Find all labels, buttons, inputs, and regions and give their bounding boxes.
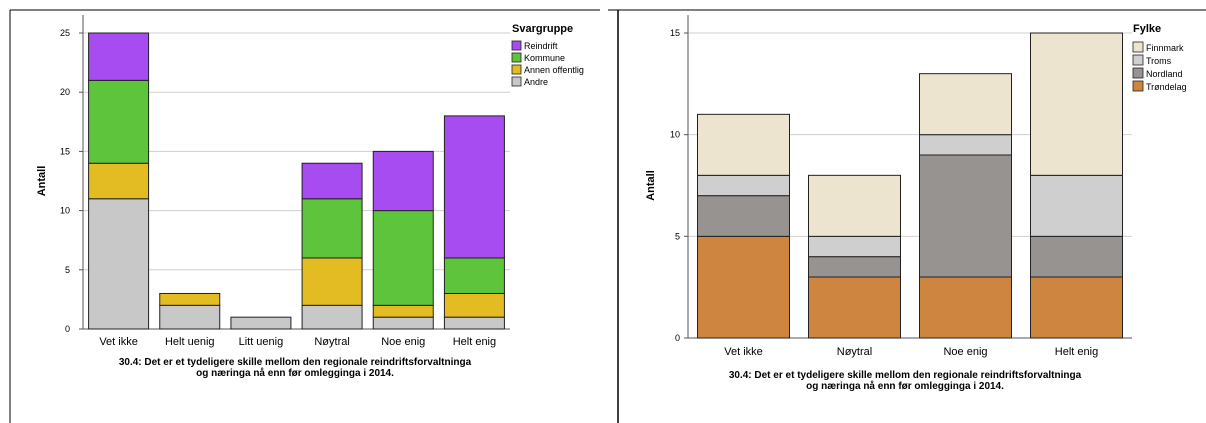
y-tick-label: 10: [60, 206, 70, 216]
bar-segment: [808, 174, 901, 237]
bar-segment: [230, 316, 292, 330]
legend-swatch: [511, 64, 522, 75]
bar-segment: [919, 154, 1012, 278]
bar-segment: [1030, 235, 1123, 278]
bar-segment: [697, 235, 790, 339]
bar-segment: [1030, 276, 1123, 339]
legend-swatch: [1132, 80, 1144, 92]
bar-segment: [372, 316, 434, 330]
y-tick-label: 15: [670, 28, 680, 38]
legend-label: Nordland: [1146, 69, 1183, 79]
bar-segment: [159, 292, 221, 306]
x-tick-label: Noe enig: [381, 336, 425, 348]
chart-1: 0 5 10 15 20 25 Antall Vet ikke Helt uenig Litt u…: [36, 15, 584, 379]
bar-segment: [808, 235, 901, 258]
x-tick-label: Vet ikke: [99, 336, 138, 348]
legend-swatch: [511, 52, 522, 63]
bar-segment: [1030, 32, 1123, 176]
bar-segment: [88, 32, 150, 81]
bar-segment: [919, 276, 1012, 339]
bar-segment: [88, 162, 150, 200]
y-tick-label: 0: [675, 333, 680, 343]
bar-segment: [372, 304, 434, 318]
x-tick-label: Nøytral: [314, 336, 349, 348]
legend-swatch: [1132, 41, 1144, 53]
legend-title: Fylke: [1133, 23, 1161, 35]
x-tick-label: Litt uenig: [239, 336, 284, 348]
bar-segment: [159, 304, 221, 330]
x-tick-label: Noe enig: [943, 346, 987, 358]
chart-caption: 30.4: Det er et tydeligere skille mellom…: [729, 370, 1082, 381]
legend-label: Trøndelag: [1146, 82, 1187, 92]
bar-segment: [808, 256, 901, 278]
legend-label: Finnmark: [1146, 43, 1184, 53]
y-tick-label: 10: [670, 130, 680, 140]
chart-caption: og næringa nå enn før omlegginga i 2014.: [196, 367, 394, 379]
bar-segment: [443, 115, 505, 259]
bar-segment: [443, 292, 505, 318]
bar-segment: [697, 113, 790, 176]
bar-segment: [697, 195, 790, 237]
legend-swatch: [1132, 67, 1144, 79]
bar-segment: [372, 210, 434, 306]
bar-segment: [301, 304, 363, 330]
bar-segment: [1030, 174, 1123, 237]
bar-segment: [301, 257, 363, 306]
legend-label: Troms: [1146, 56, 1172, 66]
legend-swatch: [1132, 54, 1144, 66]
bar-segment: [301, 198, 363, 259]
legend-label: Reindrift: [524, 41, 558, 51]
bar-segment: [919, 73, 1012, 136]
y-tick-label: 15: [60, 146, 70, 156]
y-tick-label: 25: [60, 28, 70, 38]
legend-title: Svargruppe: [512, 23, 573, 35]
y-tick-label: 20: [60, 87, 70, 97]
legend-label: Annen offentlig: [524, 65, 584, 75]
chart-caption: og næringa nå enn før omlegginga i 2014.: [806, 380, 1004, 392]
y-tick-label: 5: [675, 231, 680, 241]
legend-label: Kommune: [524, 53, 565, 63]
legend-swatch: [511, 40, 522, 51]
bar-segment: [443, 316, 505, 330]
bar-segment: [919, 134, 1012, 156]
chart-2: 0 5 10 15 Antall Vet ikke Nøytral Noe enig Helt …: [645, 15, 1187, 392]
bar-segment: [301, 162, 363, 200]
x-tick-label: Nøytral: [837, 346, 872, 358]
y-axis-label: Antall: [36, 166, 48, 197]
x-tick-label: Helt enig: [453, 336, 496, 348]
bar-segment: [443, 257, 505, 294]
legend-swatch: [511, 76, 522, 87]
bar-segment: [808, 276, 901, 339]
chart-caption: 30.4: Det er et tydeligere skille mellom…: [119, 357, 472, 368]
bar-segment: [88, 198, 150, 330]
y-axis-label: Antall: [645, 170, 657, 201]
bar-segment: [697, 174, 790, 197]
bar-segment: [372, 150, 434, 212]
x-tick-label: Helt uenig: [165, 336, 215, 348]
x-tick-label: Vet ikke: [724, 346, 763, 358]
bar-segment: [88, 79, 150, 164]
y-tick-label: 0: [65, 324, 70, 334]
x-tick-label: Helt enig: [1055, 346, 1098, 358]
y-tick-label: 5: [65, 265, 70, 275]
legend-label: Andre: [524, 77, 548, 87]
